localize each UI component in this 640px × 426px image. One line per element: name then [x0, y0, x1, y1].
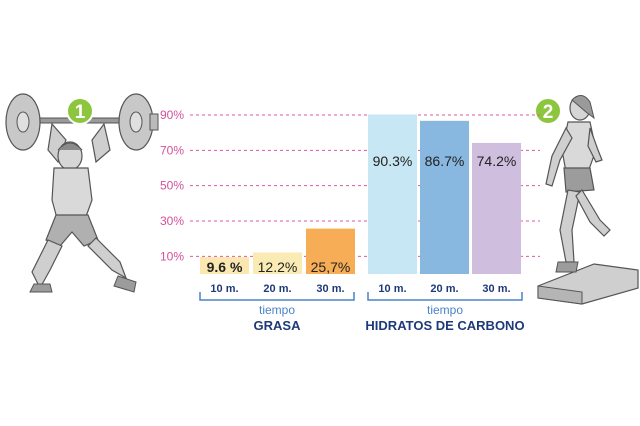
bar-value-label: 12.2% [258, 259, 298, 275]
badge-2-number: 2 [543, 102, 554, 123]
y-axis-ticks: 10% 30% 50% 70% 90% [160, 108, 184, 263]
y-tick-label: 30% [160, 214, 184, 228]
y-tick-label: 10% [160, 249, 184, 263]
gridlines [190, 114, 540, 257]
x-category-label: 30 m. [316, 283, 344, 295]
x-category-label: 10 m. [210, 283, 238, 295]
badge-1: 1 [66, 97, 94, 125]
axis-caption: tiempo [427, 303, 463, 317]
bar-value-label: 86.7% [425, 153, 465, 169]
badge-2: 2 [534, 97, 562, 125]
bar-value-label: 74.2% [477, 153, 517, 169]
bar [472, 142, 521, 274]
x-category-label: 20 m. [430, 283, 458, 295]
y-tick-label: 90% [160, 108, 184, 122]
step-aerobics-woman-icon [537, 95, 639, 305]
bar [420, 120, 469, 274]
bars [200, 114, 521, 274]
bar-value-label: 25,7% [311, 259, 351, 275]
weightlifter-icon [5, 93, 159, 293]
bar [368, 114, 417, 274]
bar-value-label: 90.3% [373, 153, 413, 169]
bar [253, 252, 302, 274]
bar-value-label: 9.6 % [207, 259, 243, 275]
group-label: HIDRATOS DE CARBONO [365, 318, 524, 333]
group-axis-bracket [199, 292, 355, 301]
bar [200, 257, 249, 274]
bar-value-labels: 9.6 % 12.2% 25,7% 90.3% 86.7% 74.2% [207, 153, 517, 275]
group-label: GRASA [254, 318, 302, 333]
x-category-label: 30 m. [482, 283, 510, 295]
axis-caption: tiempo [259, 303, 295, 317]
x-category-label: 10 m. [378, 283, 406, 295]
group-axis-bracket [367, 292, 523, 301]
y-tick-label: 70% [160, 143, 184, 157]
y-tick-label: 50% [160, 179, 184, 193]
x-category-label: 20 m. [263, 283, 291, 295]
badge-1-number: 1 [75, 102, 86, 123]
bar [306, 228, 355, 274]
